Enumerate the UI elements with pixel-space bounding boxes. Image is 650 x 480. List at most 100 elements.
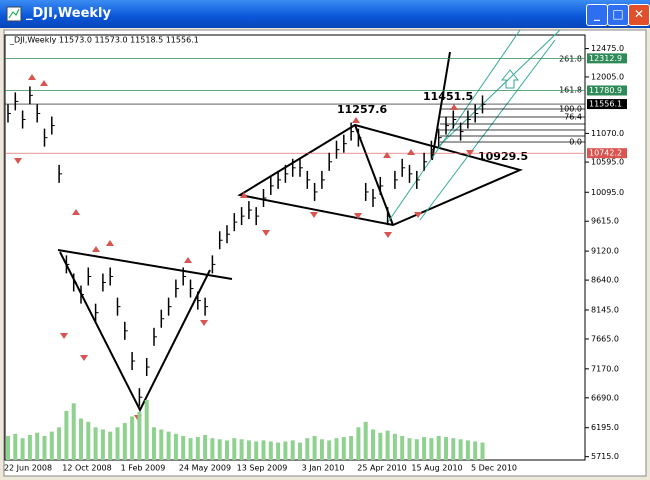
volume-bar [363, 421, 368, 460]
volume-bar [232, 438, 237, 460]
volume-bar [473, 441, 478, 460]
volume-bar [115, 427, 120, 460]
volume-bar [86, 421, 91, 460]
y-tick-label: 8145.0 [591, 305, 619, 314]
price-tag-label: 10742.2 [589, 149, 622, 158]
volume-bar [436, 436, 441, 460]
volume-bar [312, 436, 317, 460]
volume-bar [137, 412, 142, 460]
volume-bar [356, 427, 361, 460]
volume-bar [122, 422, 127, 460]
date-label: 1 Feb 2009 [121, 464, 166, 473]
volume-bar [392, 433, 397, 460]
volume-bar [108, 431, 113, 460]
y-tick-label: 5715.0 [591, 452, 619, 461]
volume-bar [327, 440, 332, 460]
volume-bar [93, 427, 98, 460]
volume-bar [276, 442, 281, 460]
fib-label: 0.0 [569, 138, 582, 147]
volume-bar [407, 438, 412, 460]
volume-bar [217, 439, 222, 460]
volume-bar [261, 440, 266, 460]
volume-bar [349, 436, 354, 460]
volume-bar [71, 403, 76, 460]
y-tick-label: 12475.0 [591, 44, 624, 53]
volume-bar [42, 436, 47, 460]
volume-bar [13, 433, 18, 460]
fib-label: 261.8 [559, 55, 582, 64]
volume-bar [166, 431, 171, 460]
annotation: 10929.5 [478, 150, 528, 163]
volume-bar [159, 429, 164, 460]
volume-bar [422, 437, 427, 460]
price-tag [587, 53, 627, 64]
volume-bar [79, 418, 83, 460]
fib-label: 161.8 [559, 86, 582, 95]
volume-bar [444, 437, 448, 460]
volume-bar [319, 439, 324, 460]
price-tag-label: 11780.9 [589, 86, 622, 95]
volume-bar [188, 438, 193, 460]
volume-bar [173, 433, 178, 460]
volume-bar [144, 400, 149, 460]
y-tick-label: 6690.0 [591, 393, 619, 402]
trend-lines [57, 51, 524, 413]
volume-bar [458, 439, 463, 460]
title-bar: _DJI,Weekly _ □ ✕ [0, 0, 650, 28]
volume-bar [400, 436, 405, 460]
volume-bar [334, 438, 339, 460]
volume-bar [268, 441, 273, 460]
price-tag-label: 11556.1 [589, 100, 622, 109]
y-tick-label: 7170.0 [591, 364, 619, 373]
volume-bar [100, 429, 105, 460]
y-tick-label: 6195.0 [591, 423, 619, 432]
volume-bar [152, 427, 156, 460]
date-label: 12 Oct 2008 [62, 464, 111, 473]
volume-bar [57, 427, 62, 460]
volume-bar [130, 416, 135, 460]
y-tick-label: 12005.0 [591, 72, 624, 81]
y-tick-label: 10095.0 [591, 188, 624, 197]
volume-bar [246, 440, 251, 460]
volume-bar [225, 440, 229, 460]
volume-bar [378, 432, 383, 460]
date-label: 22 Jun 2008 [4, 464, 52, 473]
volume-bar [341, 437, 346, 460]
date-label: 3 Jan 2010 [302, 464, 345, 473]
up-arrow [500, 69, 520, 89]
volume-bar [195, 437, 200, 460]
y-tick-label: 9120.0 [591, 247, 619, 256]
chart-frame [3, 29, 647, 477]
date-label: 13 Sep 2009 [237, 464, 288, 473]
volume-bar [371, 429, 375, 460]
volume-bar [465, 440, 470, 460]
annotation: 11451.5 [423, 90, 473, 103]
y-tick-label: 9615.0 [591, 217, 619, 226]
date-label: 5 Dec 2010 [471, 464, 517, 473]
fibo-lines [440, 108, 585, 143]
date-label: 15 Aug 2010 [411, 464, 462, 473]
window-title: _DJI,Weekly [26, 6, 111, 21]
volume-bar [49, 431, 54, 460]
volume-bar [6, 436, 10, 460]
volume-bar [385, 430, 390, 460]
price-tag [587, 85, 627, 96]
volume-bar [27, 434, 32, 460]
date-label: 25 Apr 2010 [357, 464, 406, 473]
volume-bar [239, 439, 244, 460]
volume-bar [254, 441, 259, 460]
y-tick-label: 10595.0 [591, 158, 624, 167]
volume-bar [290, 440, 295, 460]
plot-border [4, 34, 586, 461]
volume-bar [429, 438, 434, 460]
maximize-button[interactable]: □ [607, 4, 629, 26]
volume-bar [480, 442, 485, 460]
volume-bar [210, 438, 215, 460]
y-tick-label: 8640.0 [591, 276, 619, 285]
app-icon [6, 6, 22, 22]
fib-label: 100.0 [559, 105, 582, 114]
volume-bar [64, 410, 69, 460]
volume-bar [305, 438, 310, 460]
